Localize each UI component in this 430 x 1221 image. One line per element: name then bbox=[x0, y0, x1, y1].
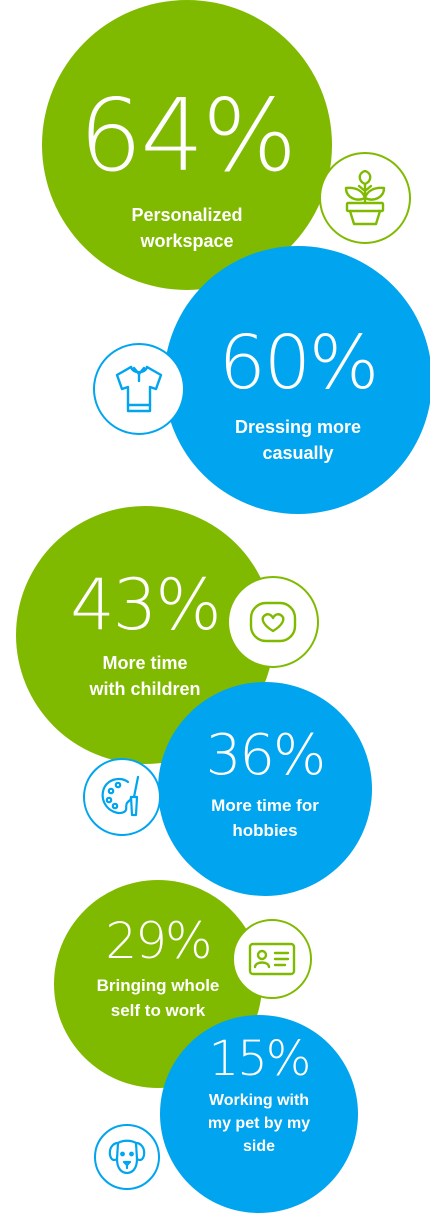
icon-circle-shirt bbox=[93, 343, 185, 435]
bubble-label: Bringing whole self to work bbox=[96, 976, 220, 1020]
bubble-label: Dressing more casually bbox=[234, 417, 362, 464]
plant-icon bbox=[344, 170, 386, 226]
dog-icon bbox=[108, 1139, 146, 1175]
bubble-personalized-workspace: 64% Personalized workspace bbox=[42, 0, 332, 290]
bubble-label: More time with children bbox=[89, 653, 201, 700]
bubble-value: 64% bbox=[78, 77, 297, 194]
bubble-time-for-hobbies: 36% More time for hobbies bbox=[158, 682, 372, 896]
icon-circle-id-card bbox=[232, 919, 312, 999]
icon-circle-palette bbox=[83, 758, 161, 836]
bubble-value: 36% bbox=[205, 723, 326, 788]
bubble-value: 29% bbox=[105, 912, 212, 970]
bubble-label: More time for hobbies bbox=[211, 796, 319, 840]
bubble-value: 60% bbox=[218, 320, 379, 406]
bubble-dressing-casually: 60% Dressing more casually bbox=[164, 246, 430, 514]
heart-icon bbox=[249, 601, 297, 643]
bubble-value: 15% bbox=[208, 1031, 312, 1087]
id-card-icon bbox=[248, 942, 296, 976]
bubble-working-with-pet: 15% Working with my pet by my side bbox=[160, 1015, 358, 1213]
palette-icon bbox=[101, 775, 140, 817]
icon-circle-dog bbox=[94, 1124, 160, 1190]
shirt-icon bbox=[115, 365, 163, 413]
icon-circle-heart bbox=[227, 576, 319, 668]
bubble-label: Working with my pet by my side bbox=[207, 1092, 311, 1156]
bubble-label: Personalized workspace bbox=[131, 205, 243, 252]
icon-circle-plant bbox=[319, 152, 411, 244]
bubble-value: 43% bbox=[70, 564, 222, 646]
